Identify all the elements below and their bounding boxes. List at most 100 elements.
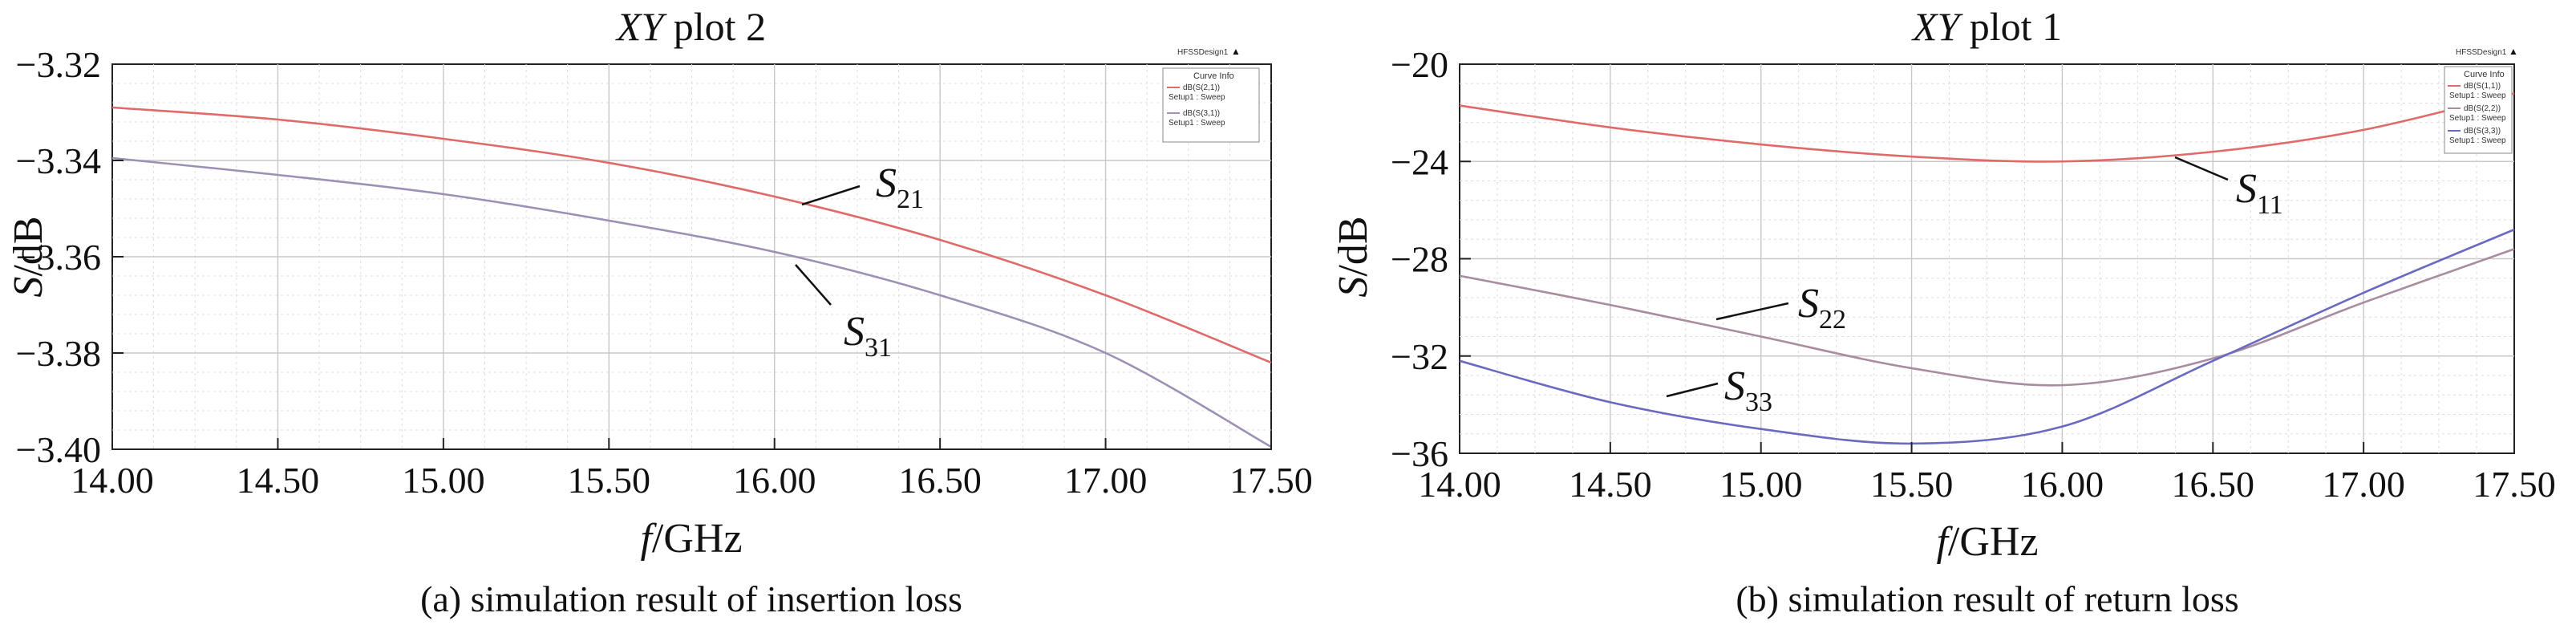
- panel-a-series-s21-line: [111, 106, 1272, 364]
- panel-a-annotations: S21 S31: [795, 160, 924, 363]
- panel-a-y-axis-label: S/dB: [6, 216, 51, 297]
- panel-b-y-tick-label: −24: [1391, 141, 1448, 182]
- panel-a-legend-entry-setup: Setup1 : Sweep: [1169, 93, 1225, 102]
- panel-a-legend-entry-setup: Setup1 : Sweep: [1169, 119, 1225, 128]
- panel-a-s31-label: S31: [844, 309, 892, 363]
- panel-b-x-tick-label: 17.00: [2322, 464, 2405, 505]
- panel-b-series-s33-line: [1459, 228, 2515, 445]
- panel-b-legend-entry-name: dB(S(2,2)): [2464, 104, 2501, 113]
- panel-a-y-tick-label: −3.38: [16, 333, 101, 374]
- panel-b-legend-entry-setup: Setup1 : Sweep: [2449, 114, 2506, 123]
- panel-a-design-label: HFSSDesign1: [1177, 48, 1229, 57]
- panel-b-s33-label-main: S: [1724, 363, 1745, 409]
- panel-b-y-tick-label: −36: [1391, 433, 1448, 474]
- panel-b-grid: [1460, 64, 2514, 453]
- panel-b-title-italic: XY: [1911, 4, 1964, 49]
- panel-b-s33-label-sub: 33: [1745, 388, 1772, 417]
- panel-a-s31-label-main: S: [844, 309, 865, 355]
- panel-a-s31-leader: [795, 264, 832, 306]
- panel-a-title-rest: plot 2: [663, 4, 766, 49]
- panel-b-s22-leader: [1715, 302, 1789, 321]
- panel-a-ylabel-italic: S: [6, 277, 51, 298]
- panel-b-legend-entry-setup: Setup1 : Sweep: [2449, 91, 2506, 100]
- panel-b-s22-label-main: S: [1798, 281, 1819, 327]
- panel-b-y-ticks: −20 −24 −28 −32 −36: [1391, 44, 1471, 474]
- panel-b-legend-items: dB(S(1,1))Setup1 : SweepdB(S(2,2))Setup1…: [2448, 82, 2506, 145]
- panel-b-s11-leader: [2174, 156, 2229, 181]
- panel-a-x-tick-label: 14.00: [71, 460, 154, 501]
- panel-a-s21-leader: [801, 185, 861, 206]
- panel-a-y-tick-label: −3.36: [16, 237, 101, 278]
- panel-b-y-axis-label: S/dB: [1331, 216, 1376, 297]
- panel-a-design-arrow-icon: ▲: [1231, 46, 1241, 57]
- panel-a-legend-box: [1162, 67, 1260, 143]
- panel-a-y-tick-label: −3.34: [16, 140, 101, 181]
- panel-a-x-tick-label: 17.00: [1064, 460, 1148, 501]
- panel-b-s22-label-sub: 22: [1819, 305, 1846, 335]
- panel-a-series-s31-line: [111, 156, 1272, 448]
- panel-b-x-axis-label: f/GHz: [1936, 519, 2038, 565]
- panel-a-s31-label-sub: 31: [865, 333, 892, 363]
- panel-b-legend-entry-name: dB(S(3,3)): [2464, 127, 2501, 136]
- panel-a-x-tick-label: 16.50: [898, 460, 982, 501]
- panel-b: 14.00 14.50 15.00 15.50 16.00 16.50 17.00 17.50…: [1331, 4, 2556, 619]
- panel-a-series: [111, 106, 1272, 448]
- panel-b-legend-header: Curve Info: [2464, 70, 2505, 79]
- panel-b-title-rest: plot 1: [1959, 4, 2062, 49]
- panel-a-xlabel-rest: /GHz: [652, 516, 743, 562]
- panel-b-s33-label: S33: [1724, 363, 1772, 417]
- panel-a-x-tick-label: 15.50: [568, 460, 651, 501]
- panel-a-title-italic: XY: [615, 4, 668, 49]
- panel-b-x-tick-label: 14.00: [1418, 464, 1501, 505]
- panel-a-y-ticks: −3.32 −3.34 −3.36 −3.38 −3.40: [16, 44, 124, 470]
- panel-b-xlabel-rest: /GHz: [1948, 519, 2039, 565]
- panel-b-series-s11-line: [1459, 92, 2515, 163]
- panel-b-legend-box: [2444, 66, 2513, 154]
- panel-b-x-tick-label: 15.00: [1719, 464, 1803, 505]
- panel-a-legend: HFSSDesign1 ▲ Curve Info dB(S(2,1))Setup…: [1162, 46, 1260, 143]
- panel-a-ylabel-rest: /dB: [6, 216, 51, 276]
- panel-a-x-tick-label: 15.00: [402, 460, 485, 501]
- panel-b-series: [1459, 92, 2515, 445]
- panel-b-legend: HFSSDesign1 ▲ Curve Info dB(S(1,1))Setup…: [2444, 46, 2518, 154]
- panel-b-ylabel-rest: /dB: [1331, 216, 1376, 276]
- panel-b-s33-leader: [1666, 382, 1719, 398]
- panel-a-legend-header: Curve Info: [1193, 71, 1234, 81]
- panel-a-legend-entry-name: dB(S(2,1)): [1183, 83, 1220, 92]
- panel-b-design-arrow-icon: ▲: [2509, 46, 2518, 57]
- panel-b-s11-label: S11: [2236, 166, 2283, 220]
- panel-b-caption: (b) simulation result of return loss: [1736, 578, 2238, 619]
- panel-a-legend-entry-name: dB(S(3,1)): [1183, 109, 1220, 118]
- panel-b-annotations: S11 S22 S33: [1666, 156, 2283, 417]
- panel-b-legend-entry-name: dB(S(1,1)): [2464, 82, 2501, 91]
- panel-b-ylabel-italic: S: [1331, 277, 1376, 298]
- panel-a-s21-label-main: S: [876, 160, 897, 206]
- panel-b-x-tick-label: 16.00: [2021, 464, 2104, 505]
- panel-b-s22-label: S22: [1798, 281, 1846, 335]
- panel-a-y-tick-label: −3.40: [16, 429, 101, 470]
- panel-b-y-tick-label: −28: [1391, 239, 1448, 280]
- panel-b-s11-label-sub: 11: [2257, 190, 2283, 220]
- panel-a-s21-label-sub: 21: [897, 185, 924, 214]
- panel-b-x-ticks: 14.00 14.50 15.00 15.50 16.00 16.50 17.00 17.50: [1418, 442, 2556, 505]
- panel-b-series-s22-line: [1459, 248, 2515, 387]
- panel-a-s21-label: S21: [876, 160, 924, 214]
- panel-a-y-tick-label: −3.32: [16, 44, 101, 85]
- panel-b-legend-entry-setup: Setup1 : Sweep: [2449, 136, 2506, 145]
- panel-b-x-tick-label: 16.50: [2172, 464, 2255, 505]
- panel-a-x-ticks: 14.00 14.50 15.00 15.50 16.00 16.50 17.00 17.50: [71, 438, 1313, 501]
- panel-b-y-tick-label: −32: [1391, 336, 1448, 377]
- panel-a-x-tick-label: 16.00: [733, 460, 816, 501]
- panel-a-x-tick-label: 17.50: [1229, 460, 1313, 501]
- panel-b-x-tick-label: 14.50: [1569, 464, 1652, 505]
- panel-b-design-label: HFSSDesign1: [2456, 48, 2507, 57]
- panel-b-x-tick-label: 15.50: [1870, 464, 1954, 505]
- panel-b-y-tick-label: −20: [1391, 44, 1448, 85]
- panel-a-x-axis-label: f/GHz: [640, 516, 742, 562]
- panel-b-x-tick-label: 17.50: [2473, 464, 2556, 505]
- panel-a: 14.00 14.50 15.00 15.50 16.00 16.50 17.00 17.50…: [6, 4, 1313, 619]
- panel-b-s11-label-main: S: [2236, 166, 2257, 212]
- panel-a-x-tick-label: 14.50: [237, 460, 320, 501]
